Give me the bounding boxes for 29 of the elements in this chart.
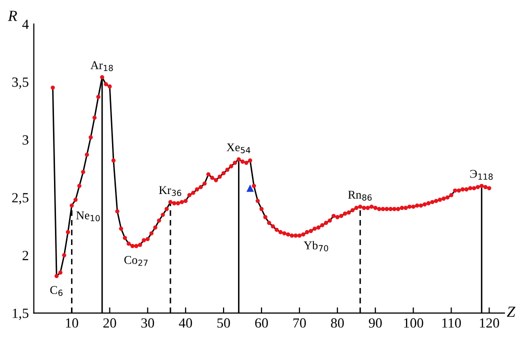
annotation: Yb$_{70}$ [304, 241, 328, 252]
annotation: Ne$_{10}$ [76, 212, 100, 222]
y-tick-label: 3,5 [12, 77, 28, 89]
y-tick-label: 4 [22, 20, 29, 29]
annotation: Kr$_{36}$ [159, 186, 182, 196]
annotation: Э$_{118}$ [470, 170, 493, 180]
y-tick-label: 2,5 [12, 193, 28, 204]
x-tick-label: 90 [368, 318, 382, 328]
x-tick-label: 70 [293, 318, 306, 328]
x-tick-label: 80 [331, 318, 344, 328]
x-tick-label: 110 [442, 318, 461, 328]
annotation: Co$_{27}$ [124, 256, 148, 266]
x-tick-label: 50 [217, 318, 230, 328]
x-tick-label: 40 [178, 318, 192, 328]
y-axis-title: R [8, 10, 18, 21]
annotation: Xe$_{54}$ [226, 143, 250, 154]
x-tick-label: 10 [66, 318, 78, 328]
x-tick-label: 30 [141, 318, 154, 328]
y-tick-label: 3 [22, 135, 28, 145]
annotation: Rn$_{86}$ [348, 190, 372, 201]
x-tick-label: 120 [480, 318, 500, 328]
x-tick-label: 60 [255, 318, 268, 328]
annotation: C$_{6}$ [50, 286, 63, 296]
x-tick-label: 20 [103, 318, 116, 328]
y-tick-label: 1,5 [12, 308, 28, 320]
x-tick-label: 100 [404, 318, 424, 328]
y-tick-label: 2 [22, 250, 28, 260]
x-axis-title: Z [506, 306, 516, 317]
annotation: Ar$_{18}$ [90, 61, 113, 72]
